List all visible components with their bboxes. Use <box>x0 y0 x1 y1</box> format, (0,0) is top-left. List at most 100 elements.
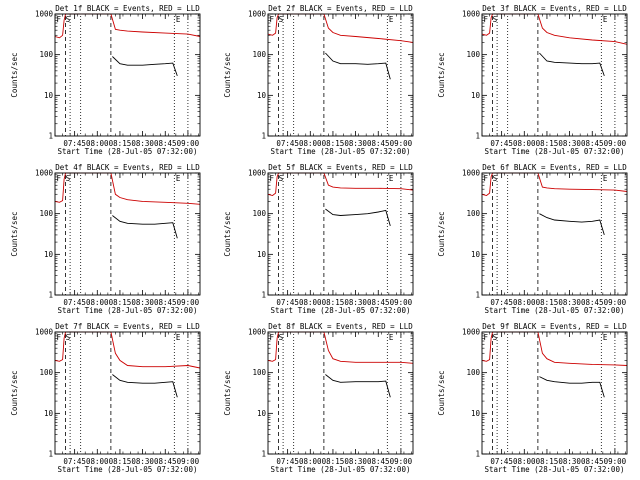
event-marker-e: E <box>603 15 608 24</box>
x-tick-label: 08:30 <box>131 298 154 307</box>
detector-panel-6: Det 6f BLACK = Events, RED = LLD 1 10 100 10… <box>437 163 628 315</box>
event-marker-f: F <box>484 174 489 183</box>
event-marker-f: F <box>57 15 62 24</box>
panel-title: Det 4f BLACK = Events, RED = LLD <box>55 163 200 172</box>
event-marker-s: S <box>66 15 71 24</box>
x-tick-label: 09:00 <box>390 139 413 148</box>
y-tick-label: 1 <box>475 291 480 300</box>
y-axis-label: Counts/sec <box>223 52 232 97</box>
x-tick-label: 09:00 <box>390 457 413 466</box>
detector-panel-9: Det 9f BLACK = Events, RED = LLD 1 10 100 10… <box>437 322 628 474</box>
y-axis-label: Counts/sec <box>10 211 19 256</box>
x-tick-label: 08:30 <box>344 298 367 307</box>
detector-panel-3: Det 3f BLACK = Events, RED = LLD 1 10 100 10… <box>437 4 628 156</box>
plot-frame <box>54 172 201 296</box>
event-marker-s: S <box>66 333 71 342</box>
x-axis-label: Start Time (28-Jul-05 07:32:00) <box>485 306 625 315</box>
x-tick-label: 08:45 <box>581 457 604 466</box>
y-axis-label: Counts/sec <box>10 52 19 97</box>
series-lld-line <box>54 331 201 369</box>
x-tick-label: 09:00 <box>177 457 200 466</box>
y-tick-label: 100 <box>39 209 53 218</box>
y-tick-label: 100 <box>252 209 266 218</box>
y-tick-label: 1000 <box>248 328 267 337</box>
x-tick-label: 08:00 <box>299 298 322 307</box>
x-tick-label: 07:45 <box>276 139 299 148</box>
series-lld-line <box>54 172 201 205</box>
x-tick-label: 07:45 <box>63 298 86 307</box>
plot-frame <box>267 331 414 455</box>
event-marker-f: F <box>484 15 489 24</box>
series-events-line <box>539 52 605 77</box>
y-tick-label: 1 <box>261 291 266 300</box>
y-tick-label: 1 <box>48 132 53 141</box>
y-tick-label: 1 <box>48 291 53 300</box>
event-marker-e: E <box>176 15 181 24</box>
panel-title: Det 9f BLACK = Events, RED = LLD <box>482 322 627 331</box>
series-lld-line <box>481 13 628 45</box>
x-tick-label: 07:45 <box>490 139 513 148</box>
panel-title: Det 1f BLACK = Events, RED = LLD <box>55 4 200 13</box>
plot-frame <box>481 172 628 296</box>
x-tick-label: 07:45 <box>490 298 513 307</box>
y-tick-label: 100 <box>466 50 480 59</box>
y-tick-label: 1000 <box>462 10 481 19</box>
x-axis-label: Start Time (28-Jul-05 07:32:00) <box>58 147 198 156</box>
y-axis-label: Counts/sec <box>223 370 232 415</box>
y-tick-label: 100 <box>252 368 266 377</box>
x-axis-label: Start Time (28-Jul-05 07:32:00) <box>58 306 198 315</box>
y-tick-label: 1 <box>475 450 480 459</box>
y-tick-label: 100 <box>252 50 266 59</box>
detector-panel-5: Det 5f BLACK = Events, RED = LLD 1 10 100 10… <box>223 163 414 315</box>
y-tick-label: 1000 <box>35 328 54 337</box>
x-tick-label: 09:00 <box>604 298 627 307</box>
x-tick-label: 09:00 <box>390 298 413 307</box>
x-tick-label: 08:00 <box>86 457 109 466</box>
panel-title: Det 8f BLACK = Events, RED = LLD <box>268 322 413 331</box>
series-events-line <box>112 215 178 239</box>
x-tick-label: 09:00 <box>604 139 627 148</box>
x-tick-label: 09:00 <box>177 139 200 148</box>
y-tick-label: 100 <box>466 368 480 377</box>
x-tick-label: 08:00 <box>299 457 322 466</box>
x-tick-label: 08:15 <box>109 457 132 466</box>
x-tick-label: 08:15 <box>536 298 559 307</box>
x-tick-label: 08:15 <box>536 457 559 466</box>
x-axis-label: Start Time (28-Jul-05 07:32:00) <box>485 465 625 474</box>
x-tick-label: 08:30 <box>344 139 367 148</box>
y-tick-label: 10 <box>257 91 267 100</box>
y-tick-label: 1000 <box>462 169 481 178</box>
panel-title: Det 5f BLACK = Events, RED = LLD <box>268 163 413 172</box>
y-axis-label: Counts/sec <box>10 370 19 415</box>
event-marker-e: E <box>603 333 608 342</box>
y-tick-label: 1 <box>261 132 266 141</box>
x-tick-label: 08:15 <box>109 139 132 148</box>
y-tick-label: 10 <box>471 409 481 418</box>
detector-panel-1: Det 1f BLACK = Events, RED = LLD 1 10 100 10… <box>10 4 201 156</box>
event-marker-e: E <box>176 333 181 342</box>
x-tick-label: 08:30 <box>131 139 154 148</box>
event-marker-f: F <box>484 333 489 342</box>
y-tick-label: 1000 <box>248 169 267 178</box>
series-events-line <box>325 374 391 398</box>
x-tick-label: 08:45 <box>154 139 177 148</box>
y-tick-label: 10 <box>471 250 481 259</box>
series-events-line <box>539 376 605 398</box>
series-lld-line <box>481 172 628 196</box>
event-marker-e: E <box>389 333 394 342</box>
panel-title: Det 7f BLACK = Events, RED = LLD <box>55 322 200 331</box>
x-tick-label: 08:15 <box>322 139 345 148</box>
y-tick-label: 1 <box>48 450 53 459</box>
x-tick-label: 07:45 <box>276 298 299 307</box>
x-tick-label: 08:00 <box>513 457 536 466</box>
event-marker-e: E <box>603 174 608 183</box>
detector-panel-7: Det 7f BLACK = Events, RED = LLD 1 10 100 10… <box>10 322 201 474</box>
event-marker-e: E <box>389 15 394 24</box>
y-tick-label: 10 <box>471 91 481 100</box>
plot-frame <box>481 13 628 137</box>
y-tick-label: 1 <box>475 132 480 141</box>
detector-panel-8: Det 8f BLACK = Events, RED = LLD 1 10 100 10… <box>223 322 414 474</box>
event-marker-f: F <box>57 333 62 342</box>
y-tick-label: 100 <box>39 368 53 377</box>
x-tick-label: 08:45 <box>581 298 604 307</box>
